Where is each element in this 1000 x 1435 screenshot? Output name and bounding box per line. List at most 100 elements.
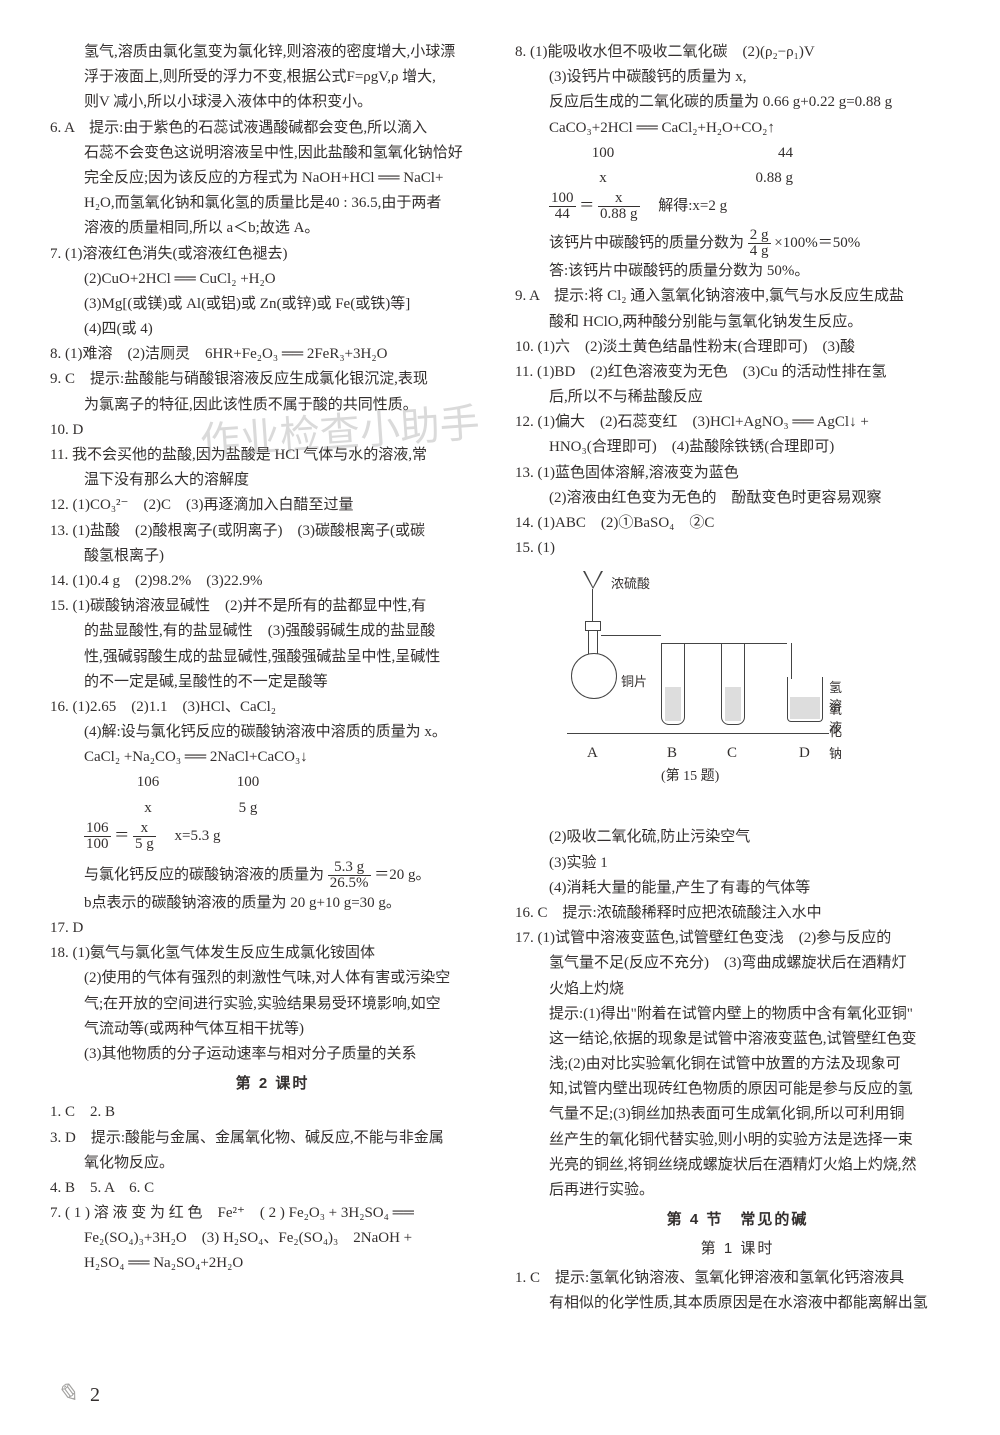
r-q15-2: (2)吸收二氧化硫,防止污染空气 bbox=[515, 825, 960, 850]
r-q9: 9. A 提示:将 Cl₂ 通入氢氧化钠溶液中,氯气与水反应生成盐 bbox=[515, 284, 960, 309]
q16-mass: 与氯化钙反应的碳酸钠溶液的质量为 5.3 g26.5% ＝20 g。 bbox=[50, 860, 495, 891]
q6: 石蕊不会变色这说明溶液呈中性,因此盐酸和氢氧化钠恰好 bbox=[50, 141, 495, 166]
label-naoh2: 溶液 bbox=[829, 695, 851, 739]
q9: 为氯离子的特征,因此该性质不属于酸的共同性质。 bbox=[50, 393, 495, 418]
q3: 3. D 提示:酸能与金属、金属氧化物、碱反应,不能与非金属 bbox=[50, 1126, 495, 1151]
q15: 的盐显酸性,有的盐显碱性 (3)强酸弱碱生成的盐显酸 bbox=[50, 619, 495, 644]
r-hint: 光亮的铜丝,将铜丝绕成螺旋状后在酒精灯火焰上灼烧,然 bbox=[515, 1153, 960, 1178]
q7b: H₂SO₄ ══ Na₂SO₄+2H₂O bbox=[50, 1251, 495, 1276]
r-hint: 后再进行实验。 bbox=[515, 1178, 960, 1203]
q7: (3)Mg[(或镁)或 Al(或铝)或 Zn(或锌)或 Fe(或铁)等] bbox=[50, 292, 495, 317]
q16: (4)解:设与氯化钙反应的碳酸钠溶液中溶质的质量为 x。 bbox=[50, 720, 495, 745]
r-hint: 提示:(1)得出"附着在试管内壁上的物质中含有氧化亚铜" bbox=[515, 1002, 960, 1027]
q16-ratio: x 5 g bbox=[50, 796, 495, 821]
r-q8: 8. (1)能吸收水但不吸收二氧化碳 (2)(ρ₂−ρ₁)V bbox=[515, 40, 960, 65]
column-right: 8. (1)能吸收水但不吸收二氧化碳 (2)(ρ₂−ρ₁)V (3)设钙片中碳酸… bbox=[515, 40, 960, 1405]
r-q10: 10. (1)六 (2)淡土黄色结晶性粉末(合理即可) (3)酸 bbox=[515, 335, 960, 360]
r-q8-ratio: 100 44 bbox=[515, 141, 960, 166]
q9: 9. C 提示:盐酸能与硝酸银溶液反应生成氯化银沉淀,表现 bbox=[50, 367, 495, 392]
r-q17: 氢气量不足(反应不充分) (3)弯曲成螺旋状后在酒精灯 bbox=[515, 951, 960, 976]
q6: H₂O,而氢氧化钠和氯化氢的质量比是40 : 36.5,由于两者 bbox=[50, 191, 495, 216]
r-q15: 15. (1) bbox=[515, 536, 960, 561]
q18: 气流动等(或两种气体互相干扰等) bbox=[50, 1017, 495, 1042]
beaker-icon bbox=[787, 677, 823, 722]
r-hint: 浅;(2)由对比实验氧化铜在试管中放置的方法及现象可 bbox=[515, 1052, 960, 1077]
r-q17: 火焰上灼烧 bbox=[515, 977, 960, 1002]
section-4-sub: 第 1 课时 bbox=[515, 1236, 960, 1261]
corner-decoration-icon: ✎ bbox=[56, 1379, 78, 1409]
q11: 11. 我不会买他的盐酸,因为盐酸是 HCl 气体与水的溶液,常 bbox=[50, 443, 495, 468]
r-q16: 16. C 提示:浓硫酸稀释时应把浓硫酸注入水中 bbox=[515, 901, 960, 926]
figure-caption: (第 15 题) bbox=[661, 765, 719, 789]
r-q15-3: (3)实验 1 bbox=[515, 851, 960, 876]
q18: 18. (1)氨气与氯化氢气体发生反应生成氯化铵固体 bbox=[50, 941, 495, 966]
r-q11: 11. (1)BD (2)红色溶液变为无色 (3)Cu 的活动性排在氢 bbox=[515, 360, 960, 385]
q13: 酸氢根离子) bbox=[50, 544, 495, 569]
p5-cont: 氢气,溶质由氯化氢变为氯化锌,则溶液的密度增大,小球漂 bbox=[50, 40, 495, 65]
q15: 性,强碱弱酸生成的盐显碱性,强酸强碱盐呈中性,呈碱性 bbox=[50, 645, 495, 670]
q4-6: 4. B 5. A 6. C bbox=[50, 1176, 495, 1201]
q8: 8. (1)难溶 (2)洁厕灵 6HR+Fe₂O₃ ══ 2FeR₃+3H₂O bbox=[50, 342, 495, 367]
r-q13: (2)溶液由红色变为无色的 酚酞变色时更容易观察 bbox=[515, 486, 960, 511]
label-c: C bbox=[727, 741, 737, 766]
r-q12: HNO₃(合理即可) (4)盐酸除铁锈(合理即可) bbox=[515, 435, 960, 460]
q18: (2)使用的气体有强烈的刺激性气味,对人体有害或污染空 bbox=[50, 966, 495, 991]
q7b: Fe₂(SO₄)₃+3H₂O (3) H₂SO₄、Fe₂(SO₄)₃ 2NaOH… bbox=[50, 1226, 495, 1251]
r-hint: 这一结论,依据的现象是试管中溶液变蓝色,试管壁红色变 bbox=[515, 1027, 960, 1052]
q1-2: 1. C 2. B bbox=[50, 1100, 495, 1125]
q6: 完全反应;因为该反应的方程式为 NaOH+HCl ══ NaCl+ bbox=[50, 166, 495, 191]
q16-ratio: 106 100 bbox=[50, 770, 495, 795]
r-q14: 14. (1)ABC (2)①BaSO₄ ②C bbox=[515, 511, 960, 536]
q7: (2)CuO+2HCl ══ CuCl₂ +H₂O bbox=[50, 267, 495, 292]
page-number: 2 bbox=[90, 1384, 100, 1407]
r-hint: 丝产生的氧化铜代替实验,则小明的实验方法是选择一束 bbox=[515, 1128, 960, 1153]
section-2-heading: 第 2 课时 bbox=[50, 1071, 495, 1096]
r-q12: 12. (1)偏大 (2)石蕊变红 (3)HCl+AgNO₃ ══ AgCl↓ … bbox=[515, 410, 960, 435]
r-q11: 后,所以不与稀盐酸反应 bbox=[515, 385, 960, 410]
label-a: A bbox=[587, 741, 598, 766]
p5-cont: 则V 减小,所以小球浸入液体中的体积变小。 bbox=[50, 90, 495, 115]
q16-bpoint: b点表示的碳酸钠溶液的质量为 20 g+10 g=30 g。 bbox=[50, 891, 495, 916]
p5-cont: 浮于液面上,则所受的浮力不变,根据公式F=ρgV,ρ 增大, bbox=[50, 65, 495, 90]
r-q17: 17. (1)试管中溶液变蓝色,试管壁红色变浅 (2)参与反应的 bbox=[515, 926, 960, 951]
tube-icon bbox=[661, 643, 685, 725]
r-hint: 气量不足;(3)铜丝加热表面可生成氧化铜,所以可利用铜 bbox=[515, 1102, 960, 1127]
q3: 氧化物反应。 bbox=[50, 1151, 495, 1176]
q6: 6. A 提示:由于紫色的石蕊试液遇酸碱都会变色,所以滴入 bbox=[50, 116, 495, 141]
q16-eqn: CaCl₂ +Na₂CO₃ ══ 2NaCl+CaCO₃↓ bbox=[50, 745, 495, 770]
label-d: D bbox=[799, 741, 810, 766]
r-q8: (3)设钙片中碳酸钙的质量为 x, bbox=[515, 65, 960, 90]
r-q8-ratio: x 0.88 g bbox=[515, 166, 960, 191]
q7: 7. (1)溶液红色消失(或溶液红色褪去) bbox=[50, 242, 495, 267]
r-q8: 反应后生成的二氧化碳的质量为 0.66 g+0.22 g=0.88 g bbox=[515, 90, 960, 115]
q13: 13. (1)盐酸 (2)酸根离子(或阴离子) (3)碳酸根离子(或碳 bbox=[50, 519, 495, 544]
q15: 15. (1)碳酸钠溶液显碱性 (2)并不是所有的盐都显中性,有 bbox=[50, 594, 495, 619]
r-q8-ans: 答:该钙片中碳酸钙的质量分数为 50%。 bbox=[515, 259, 960, 284]
q15: 的不一定是碱,呈酸性的不一定是酸等 bbox=[50, 670, 495, 695]
q16-frac: 106100 ＝ x5 g x=5.3 g bbox=[50, 821, 495, 852]
rc-q1: 1. C 提示:氢氧化钠溶液、氢氧化钾溶液和氢氧化钙溶液具 bbox=[515, 1266, 960, 1291]
label-h2so4: 浓硫酸 bbox=[611, 573, 650, 595]
flask-icon bbox=[571, 653, 617, 699]
q10: 10. D bbox=[50, 418, 495, 443]
section-4-heading: 第 4 节 常见的碱 bbox=[515, 1207, 960, 1232]
q16: 16. (1)2.65 (2)1.1 (3)HCl、CaCl₂ bbox=[50, 695, 495, 720]
r-q8-percent: 该钙片中碳酸钙的质量分数为 2 g4 g ×100%＝50% bbox=[515, 228, 960, 259]
q7: (4)四(或 4) bbox=[50, 317, 495, 342]
q14: 14. (1)0.4 g (2)98.2% (3)22.9% bbox=[50, 569, 495, 594]
tube-icon bbox=[721, 643, 745, 725]
r-hint: 知,试管内壁出现砖红色物质的原因可能是参与反应的氢 bbox=[515, 1077, 960, 1102]
r-q13: 13. (1)蓝色固体溶解,溶液变为蓝色 bbox=[515, 461, 960, 486]
label-b: B bbox=[667, 741, 677, 766]
q18: 气;在开放的空间进行实验,实验结果易受环境影响,如空 bbox=[50, 992, 495, 1017]
q6: 溶液的质量相同,所以 a＜b;故选 A。 bbox=[50, 216, 495, 241]
r-q9: 酸和 HClO,两种酸分别能与氢氧化钠发生反应。 bbox=[515, 310, 960, 335]
q18: (3)其他物质的分子运动速率与相对分子质量的关系 bbox=[50, 1042, 495, 1067]
q11: 温下没有那么大的溶解度 bbox=[50, 468, 495, 493]
column-left: 氢气,溶质由氯化氢变为氯化锌,则溶液的密度增大,小球漂 浮于液面上,则所受的浮力… bbox=[50, 40, 495, 1405]
apparatus-figure: 浓硫酸 铜片 氢氧化钠 溶液 A B C D (第 15 题) bbox=[561, 565, 851, 825]
r-q15-4: (4)消耗大量的能量,产生了有毒的气体等 bbox=[515, 876, 960, 901]
funnel-icon bbox=[583, 571, 603, 589]
r-q8-frac: 10044 ＝ x0.88 g 解得:x=2 g bbox=[515, 191, 960, 222]
page: 氢气,溶质由氯化氢变为氯化锌,则溶液的密度增大,小球漂 浮于液面上,则所受的浮力… bbox=[0, 0, 1000, 1435]
